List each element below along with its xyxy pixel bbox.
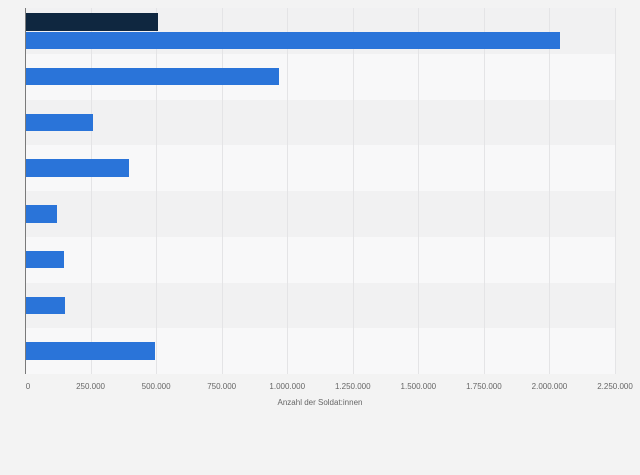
x-tick-label: 750.000: [207, 382, 237, 391]
x-tick-label: 250.000: [76, 382, 106, 391]
gridline: [615, 8, 616, 374]
x-tick-label: 1.500.000: [400, 382, 437, 391]
row-band: [25, 236, 615, 283]
gridline: [287, 8, 289, 374]
x-tick-label: 2.000.000: [531, 382, 568, 391]
gridline: [483, 8, 485, 374]
x-tick-label: 1.750.000: [466, 382, 502, 391]
bar[interactable]: [26, 67, 280, 86]
gridline: [549, 8, 551, 374]
gridline: [418, 8, 420, 374]
x-tick-label: 1.000.000: [269, 382, 306, 391]
y-axis-line: [25, 8, 26, 374]
x-axis-title: Anzahl der Soldat:innen: [277, 398, 363, 407]
bar[interactable]: [26, 113, 94, 132]
x-tick-label: 1.250.000: [334, 382, 371, 391]
x-tick-label: 500.000: [141, 382, 171, 391]
row-band: [25, 99, 615, 146]
row-band: [25, 191, 615, 237]
bar[interactable]: [26, 296, 66, 315]
plot-area: [25, 8, 616, 374]
gridline: [90, 8, 92, 374]
bar[interactable]: [26, 250, 64, 269]
row-band: [25, 282, 615, 329]
bar[interactable]: [26, 31, 560, 49]
bar[interactable]: [26, 13, 159, 31]
gridline: [352, 8, 354, 374]
gridline: [156, 8, 158, 374]
gridline: [221, 8, 223, 374]
bar[interactable]: [26, 159, 130, 177]
x-tick-label: 2.250.000: [597, 382, 633, 391]
x-tick-label: 0: [25, 382, 31, 391]
bar[interactable]: [26, 205, 57, 223]
bar[interactable]: [26, 342, 156, 360]
